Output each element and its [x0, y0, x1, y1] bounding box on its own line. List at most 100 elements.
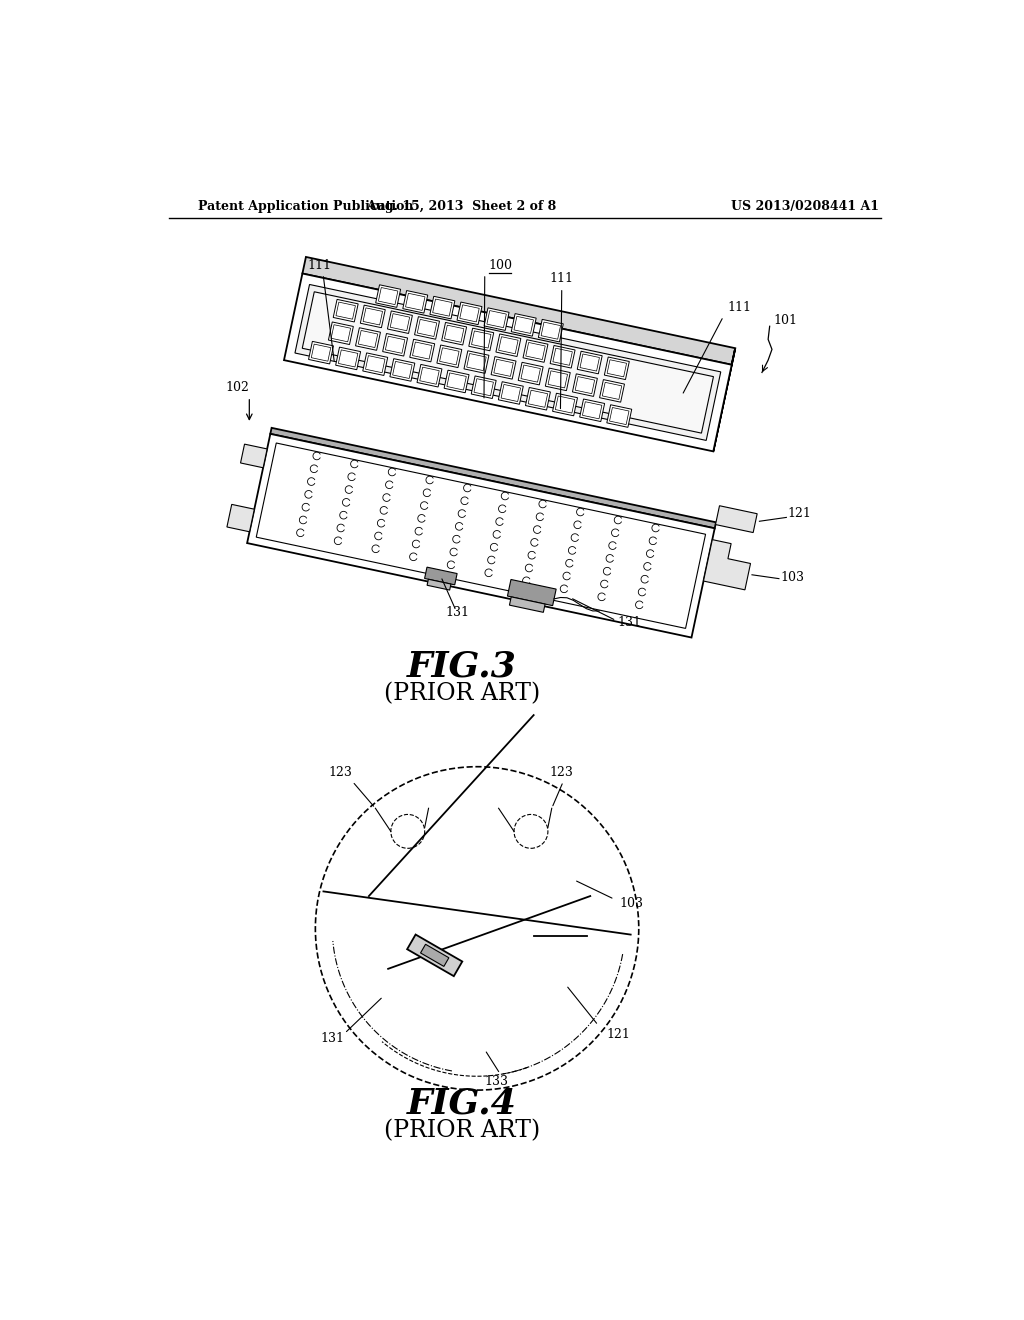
Text: 121: 121 [606, 1028, 631, 1041]
Polygon shape [580, 354, 599, 371]
Polygon shape [444, 370, 469, 393]
Polygon shape [364, 308, 383, 325]
Polygon shape [247, 434, 715, 638]
Polygon shape [553, 348, 572, 366]
Text: 100: 100 [488, 259, 512, 272]
Text: 123: 123 [329, 766, 352, 779]
Polygon shape [508, 579, 556, 606]
Text: 133: 133 [484, 1076, 508, 1088]
Text: Patent Application Publication: Patent Application Publication [198, 201, 413, 214]
Polygon shape [433, 300, 453, 315]
Polygon shape [417, 364, 442, 387]
Text: 121: 121 [787, 507, 812, 520]
Text: (PRIOR ART): (PRIOR ART) [384, 682, 540, 705]
Polygon shape [360, 305, 385, 327]
Polygon shape [302, 292, 714, 433]
Polygon shape [471, 331, 490, 348]
Polygon shape [421, 944, 449, 966]
Polygon shape [439, 347, 459, 364]
Polygon shape [604, 356, 630, 380]
Polygon shape [413, 342, 432, 359]
Polygon shape [575, 376, 595, 393]
Polygon shape [471, 376, 497, 399]
Polygon shape [358, 330, 378, 347]
Polygon shape [446, 374, 466, 389]
Polygon shape [583, 401, 602, 418]
Text: 123: 123 [550, 766, 573, 779]
Polygon shape [331, 325, 350, 342]
Polygon shape [525, 388, 550, 411]
Polygon shape [514, 317, 534, 334]
Polygon shape [362, 352, 388, 375]
Polygon shape [302, 257, 735, 364]
Polygon shape [521, 366, 541, 381]
Polygon shape [441, 322, 467, 345]
Polygon shape [580, 399, 604, 421]
Polygon shape [420, 367, 439, 384]
Polygon shape [383, 334, 408, 356]
Polygon shape [716, 506, 757, 532]
Polygon shape [366, 355, 385, 372]
Polygon shape [406, 293, 425, 310]
Polygon shape [402, 290, 428, 313]
Polygon shape [444, 325, 464, 342]
Polygon shape [295, 285, 721, 441]
Polygon shape [550, 346, 575, 368]
Polygon shape [501, 384, 520, 401]
Polygon shape [270, 428, 716, 528]
Text: FIG.3: FIG.3 [407, 649, 516, 684]
Polygon shape [539, 319, 563, 342]
Polygon shape [355, 327, 381, 350]
Polygon shape [528, 391, 548, 408]
Polygon shape [392, 362, 412, 379]
Polygon shape [523, 339, 548, 362]
Polygon shape [376, 285, 400, 308]
Polygon shape [548, 371, 567, 388]
Polygon shape [336, 302, 355, 319]
Text: 111: 111 [550, 272, 573, 285]
Polygon shape [578, 351, 602, 374]
Polygon shape [425, 568, 457, 585]
Polygon shape [492, 356, 516, 379]
Text: FIG.4: FIG.4 [407, 1086, 516, 1121]
Polygon shape [241, 444, 267, 467]
Polygon shape [311, 345, 331, 362]
Polygon shape [486, 310, 506, 327]
Polygon shape [329, 322, 353, 345]
Polygon shape [607, 405, 632, 428]
Polygon shape [418, 319, 437, 337]
Text: 131: 131 [445, 606, 470, 619]
Polygon shape [430, 296, 455, 319]
Polygon shape [284, 273, 732, 451]
Polygon shape [460, 305, 479, 322]
Text: (PRIOR ART): (PRIOR ART) [384, 1119, 540, 1142]
Polygon shape [408, 935, 462, 977]
Polygon shape [336, 347, 360, 370]
Polygon shape [379, 288, 398, 305]
Text: 103: 103 [780, 572, 805, 583]
Polygon shape [467, 354, 486, 371]
Polygon shape [464, 351, 488, 374]
Polygon shape [437, 345, 462, 367]
Text: 131: 131 [617, 616, 642, 630]
Polygon shape [602, 383, 622, 400]
Text: 103: 103 [620, 898, 643, 911]
Polygon shape [484, 308, 509, 330]
Polygon shape [338, 350, 357, 367]
Polygon shape [714, 348, 735, 451]
Polygon shape [256, 444, 706, 628]
Polygon shape [499, 381, 523, 404]
Polygon shape [703, 540, 751, 590]
Text: Aug. 15, 2013  Sheet 2 of 8: Aug. 15, 2013 Sheet 2 of 8 [367, 201, 557, 214]
Text: 102: 102 [226, 380, 250, 393]
Polygon shape [496, 334, 521, 356]
Polygon shape [600, 380, 625, 403]
Polygon shape [499, 337, 518, 354]
Text: 101: 101 [773, 314, 798, 327]
Polygon shape [427, 579, 451, 590]
Polygon shape [510, 597, 545, 612]
Polygon shape [469, 329, 494, 351]
Text: US 2013/0208441 A1: US 2013/0208441 A1 [731, 201, 880, 214]
Polygon shape [415, 317, 439, 339]
Polygon shape [333, 300, 358, 322]
